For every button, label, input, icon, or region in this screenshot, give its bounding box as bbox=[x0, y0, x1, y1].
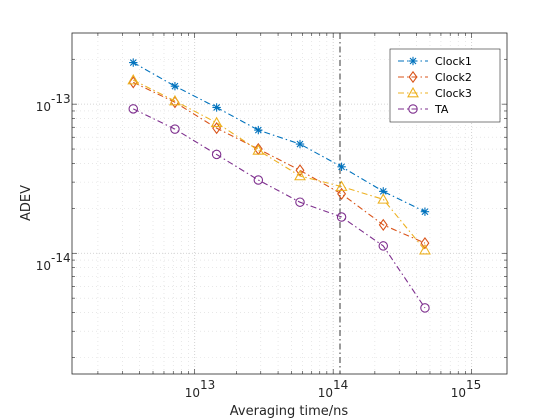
data-point-clock2 bbox=[378, 218, 388, 232]
major-grid bbox=[72, 33, 507, 374]
series-line-clock3 bbox=[133, 79, 426, 251]
x-tick-mantissa: 10 bbox=[451, 386, 466, 400]
legend-label-clock3: Clock3 bbox=[435, 87, 472, 100]
data-point-ta bbox=[420, 303, 430, 313]
y-tick-exponent: -13 bbox=[51, 92, 71, 106]
series-line-clock1 bbox=[132, 62, 426, 213]
data-point-clock3 bbox=[252, 144, 265, 155]
x-tick-mantissa: 10 bbox=[185, 386, 200, 400]
x-tick-1e13: 10 13 bbox=[185, 378, 216, 400]
data-point-clock3 bbox=[335, 180, 348, 191]
data-point-clock3 bbox=[294, 169, 306, 181]
data-point-ta bbox=[336, 212, 347, 222]
data-point-clock3 bbox=[168, 94, 181, 106]
data-point-clock1 bbox=[337, 162, 346, 172]
series-clock3 bbox=[127, 73, 431, 255]
data-point-clock3 bbox=[210, 116, 223, 128]
plot-frame bbox=[71, 32, 508, 375]
series-layer bbox=[127, 58, 431, 313]
x-axis-label: Averaging time/ns bbox=[230, 404, 349, 419]
data-point-clock1 bbox=[379, 187, 388, 196]
data-point-clock3 bbox=[127, 73, 140, 85]
x-tick-exponent: 14 bbox=[333, 378, 348, 392]
y-axis-label: ADEV bbox=[19, 185, 34, 221]
data-point-ta bbox=[378, 241, 389, 251]
data-point-ta bbox=[128, 104, 139, 114]
legend-marker-clock1 bbox=[408, 56, 418, 66]
data-point-clock2 bbox=[420, 236, 430, 250]
x-tick-1e14: 10 14 bbox=[318, 378, 349, 400]
legend-marker-ta bbox=[408, 104, 418, 114]
legend-label-clock1: Clock1 bbox=[435, 55, 472, 68]
x-tick-exponent: 15 bbox=[466, 378, 481, 392]
series-ta bbox=[128, 104, 430, 313]
series-line-ta bbox=[133, 108, 426, 309]
y-tick-mantissa: 10 bbox=[36, 259, 51, 273]
x-tick-1e15: 10 15 bbox=[451, 378, 482, 400]
data-point-clock1 bbox=[170, 81, 180, 91]
y-tick-1e-13: 10 -13 bbox=[36, 92, 71, 114]
legend: Clock1 Clock2 Clock3 TA bbox=[389, 48, 501, 123]
series-clock1 bbox=[129, 58, 430, 216]
data-point-clock1 bbox=[212, 103, 221, 112]
data-point-clock1 bbox=[254, 125, 263, 135]
data-point-clock3 bbox=[419, 243, 431, 255]
legend-glyphs bbox=[398, 56, 428, 114]
data-point-ta bbox=[170, 124, 180, 134]
data-point-ta bbox=[253, 175, 264, 185]
data-point-clock1 bbox=[295, 139, 305, 149]
data-point-ta bbox=[211, 149, 222, 160]
data-point-clock1 bbox=[420, 207, 430, 216]
y-tick-mantissa: 10 bbox=[36, 100, 51, 114]
tick-marks bbox=[72, 33, 507, 374]
y-tick-exponent: -14 bbox=[51, 251, 71, 265]
data-point-clock2 bbox=[337, 187, 347, 201]
x-tick-exponent: 13 bbox=[200, 378, 215, 392]
x-tick-mantissa: 10 bbox=[318, 386, 333, 400]
series-line-clock2 bbox=[133, 81, 426, 244]
data-point-ta bbox=[295, 197, 305, 207]
legend-marker-clock3 bbox=[407, 86, 419, 98]
y-tick-1e-14: 10 -14 bbox=[36, 251, 71, 273]
data-point-clock1 bbox=[129, 58, 138, 67]
legend-label-clock2: Clock2 bbox=[435, 71, 472, 84]
legend-marker-clock2 bbox=[408, 70, 418, 84]
legend-label-ta: TA bbox=[434, 103, 449, 116]
data-point-clock3 bbox=[377, 193, 390, 204]
